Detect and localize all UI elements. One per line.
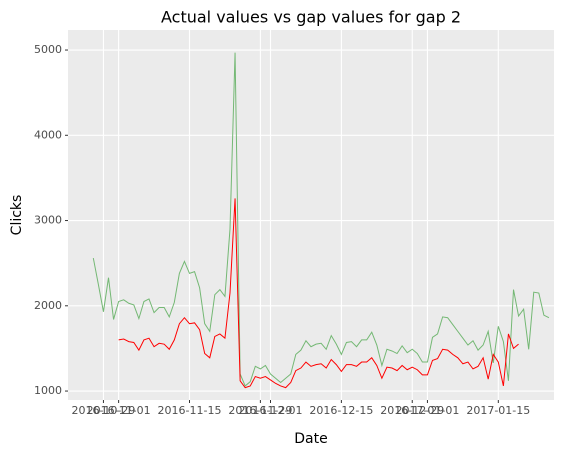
plot-panel bbox=[68, 30, 554, 400]
chart-title: Actual values vs gap values for gap 2 bbox=[161, 8, 461, 27]
y-tick-label: 4000 bbox=[34, 128, 62, 141]
y-axis-label: Clicks bbox=[9, 195, 25, 236]
grid bbox=[68, 30, 554, 400]
x-tick-label: 2016-12-15 bbox=[309, 404, 373, 417]
x-tick-label: 2016-10-29 bbox=[71, 404, 135, 417]
series-line bbox=[118, 198, 519, 389]
lines bbox=[92, 52, 550, 389]
series-line bbox=[92, 52, 550, 387]
y-tick-label: 2000 bbox=[34, 299, 62, 312]
x-tick-label: 2016-11-29 bbox=[228, 404, 292, 417]
x-tick-label: 2016-12-29 bbox=[380, 404, 444, 417]
y-tick-label: 1000 bbox=[34, 384, 62, 397]
x-tick-label: 2016-12-01 bbox=[239, 404, 303, 417]
x-tick-label: 2017-01-15 bbox=[466, 404, 530, 417]
x-tick-label: 2017-01-01 bbox=[395, 404, 459, 417]
y-tick-label: 3000 bbox=[34, 214, 62, 227]
x-tick-label: 2016-11-01 bbox=[87, 404, 151, 417]
x-axis-label: Date bbox=[294, 431, 327, 447]
x-tick-label: 2016-11-15 bbox=[158, 404, 222, 417]
y-tick-label: 5000 bbox=[34, 43, 62, 56]
